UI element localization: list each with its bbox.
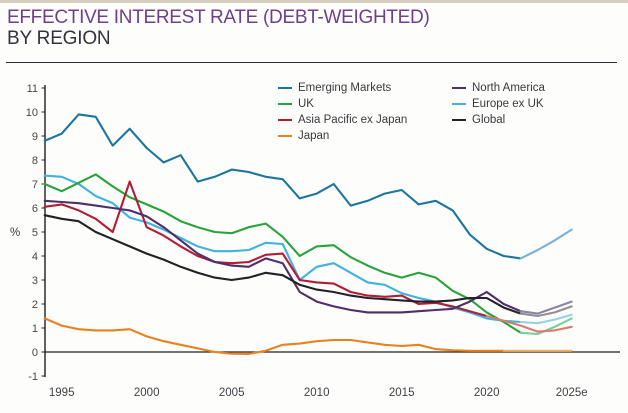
legend-item-europe-ex-uk: Europe ex UK (452, 96, 545, 112)
series-line-estimate-global (519, 305, 573, 318)
series-line-estimate-emerging-markets (519, 228, 573, 260)
legend-label: Global (472, 114, 506, 126)
x-tick-label: 2025e (556, 387, 588, 399)
series-line-global (43, 214, 522, 315)
series-line-estimate-europe-ex-uk (519, 313, 573, 325)
title-divider-line (6, 62, 617, 63)
x-tick-label: 1995 (49, 387, 75, 399)
x-tick-label: 2015 (389, 387, 415, 399)
series-line-japan (43, 317, 505, 355)
legend-item-asia-pacific-ex-japan: Asia Pacific ex Japan (278, 112, 428, 128)
series-line-estimate-north-america (519, 300, 573, 315)
series-line-emerging-markets (43, 113, 522, 260)
y-tick-label: -1 (28, 371, 38, 383)
series-line-uk (43, 173, 522, 334)
legend-column-1: Emerging Markets UK Asia Pacific ex Japan J… (278, 80, 428, 144)
legend-label: UK (298, 98, 314, 110)
y-tick-label: 2 (32, 299, 38, 311)
y-tick-label: 10 (26, 107, 38, 119)
x-tick-label: 2020 (474, 387, 500, 399)
chart-legend: Emerging Markets UK Asia Pacific ex Japan J… (278, 80, 545, 144)
y-tick-label: 7 (32, 179, 38, 191)
series-line-north-america (43, 199, 522, 314)
legend-item-japan: Japan (278, 128, 428, 144)
y-tick-label: 1 (32, 323, 38, 335)
legend-label: North America (472, 82, 545, 94)
legend-swatch-global (452, 118, 466, 122)
x-tick-label: 2005 (219, 387, 245, 399)
y-tick-label: 8 (32, 155, 38, 167)
legend-label: Japan (298, 130, 330, 142)
legend-item-emerging-markets: Emerging Markets (278, 80, 428, 96)
y-tick-label: 9 (32, 131, 38, 143)
legend-column-2: North America Europe ex UK Global (452, 80, 545, 144)
legend-swatch-uk (278, 102, 292, 106)
chart-title: EFFECTIVE INTEREST RATE (DEBT-WEIGHTED) (7, 7, 430, 28)
y-tick-label: 0 (32, 347, 38, 359)
legend-swatch-emerging-markets (278, 86, 292, 90)
legend-label: Asia Pacific ex Japan (298, 114, 408, 126)
y-tick-label: 11 (27, 83, 38, 95)
y-tick-label: 3 (32, 275, 38, 287)
series-line-estimate-asia-pacific-ex-japan (485, 314, 573, 333)
legend-label: Emerging Markets (298, 82, 392, 94)
y-axis-unit-label: % (10, 227, 20, 239)
x-tick-label: 2000 (134, 387, 160, 399)
legend-swatch-japan (278, 134, 292, 138)
y-tick-label: 5 (32, 227, 38, 239)
legend-swatch-north-america (452, 86, 466, 90)
page-top-edge (0, 0, 628, 3)
chart-subtitle: BY REGION (7, 28, 111, 49)
y-tick-label: 6 (32, 203, 38, 215)
line-chart: 11 10 9 8 7 6 5 4 3 2 1 0 -1% 1995 2000 2005 2010 2015 202… (0, 64, 628, 413)
legend-swatch-europe-ex-uk (452, 102, 466, 106)
legend-item-north-america: North America (452, 80, 545, 96)
x-tick-label: 2010 (304, 387, 330, 399)
y-tick-label: 4 (32, 251, 38, 263)
title-block: EFFECTIVE INTEREST RATE (DEBT-WEIGHTED) … (7, 7, 430, 49)
legend-swatch-asia-pacific-ex-japan (278, 118, 292, 122)
legend-item-uk: UK (278, 96, 428, 112)
legend-item-global: Global (452, 112, 545, 128)
legend-label: Europe ex UK (472, 98, 544, 110)
